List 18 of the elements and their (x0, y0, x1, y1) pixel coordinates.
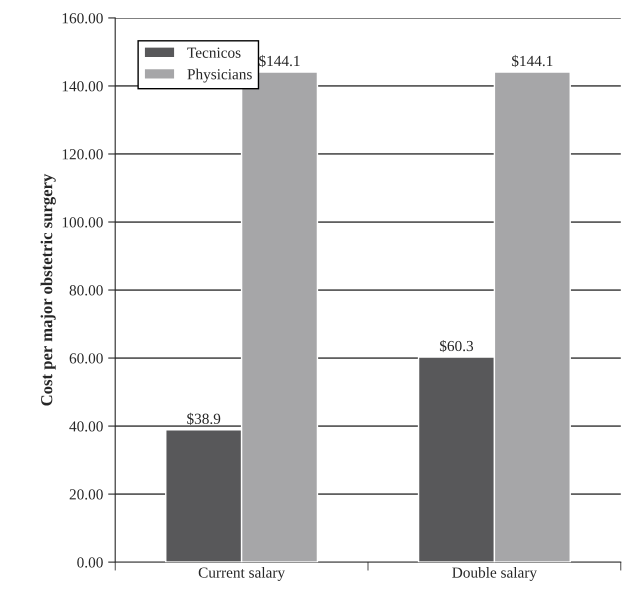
x-tick-label: Double salary (452, 566, 537, 581)
y-axis-title: Cost per major obstetric surgery (40, 174, 56, 406)
y-tick-label: 100.00 (62, 217, 103, 228)
y-tick-label: 140.00 (62, 81, 103, 92)
y-tick-label: 40.00 (69, 421, 103, 432)
y-tick-label: 60.00 (70, 353, 103, 364)
y-tick-label: 0.00 (77, 557, 103, 568)
x-tick-label: Current salary (198, 566, 286, 581)
y-tick-label: 20.00 (70, 489, 103, 500)
data-label: $144.1 (259, 54, 300, 68)
data-label: $60.3 (440, 340, 474, 352)
data-label: $144.1 (512, 54, 552, 68)
y-tick-label: 80.00 (70, 285, 103, 296)
y-tick-label: 160.00 (62, 13, 103, 24)
legend-label: Tecnicos (187, 48, 241, 58)
data-label: $38.9 (187, 412, 220, 425)
y-tick-label: 120.00 (62, 149, 103, 160)
legend-label: Physicians (187, 68, 252, 83)
